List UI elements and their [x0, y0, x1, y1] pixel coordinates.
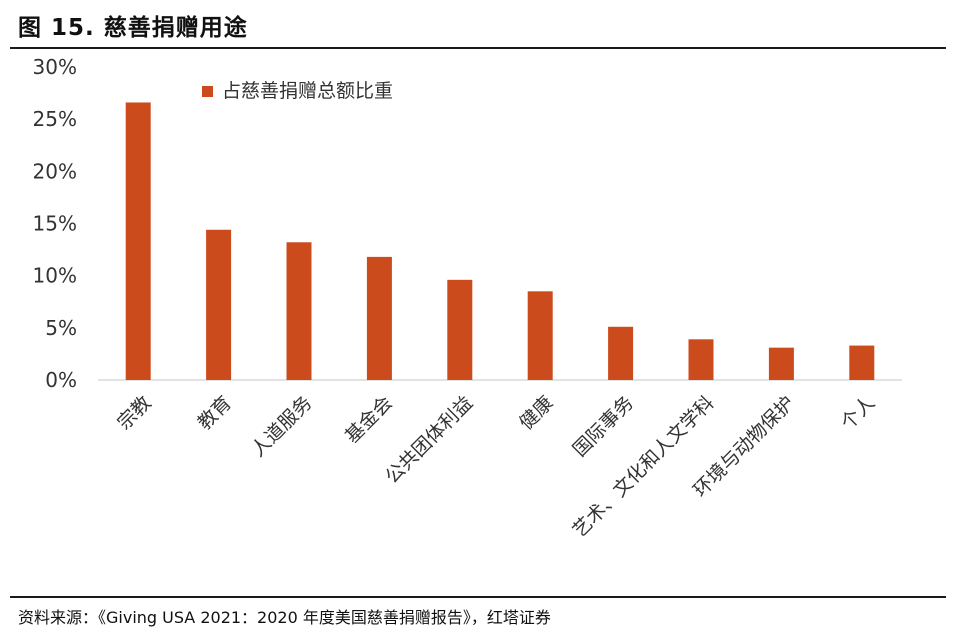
- bar: [688, 339, 714, 380]
- x-tick-label: 宗教: [113, 392, 155, 434]
- footer-divider: [10, 596, 946, 598]
- bar: [206, 229, 232, 380]
- bar: [608, 326, 634, 380]
- y-tick-label: 0%: [45, 368, 77, 392]
- figure-title: 图 15. 慈善捐赠用途: [18, 15, 248, 41]
- legend-swatch: [202, 86, 213, 97]
- bar: [768, 347, 794, 380]
- x-tick-label: 教育: [194, 392, 236, 434]
- y-axis: 0% 5% 10% 15% 20% 25% 30%: [33, 55, 77, 392]
- y-tick-label: 15%: [33, 212, 77, 236]
- legend: 占慈善捐赠总额比重: [202, 80, 393, 102]
- title-divider: [10, 47, 946, 49]
- x-tick-label: 国际事务: [569, 392, 638, 461]
- bar: [366, 256, 392, 380]
- x-tick-label: 基金会: [341, 392, 397, 448]
- x-tick-label: 艺术、文化和人文学科: [569, 392, 719, 542]
- bar: [125, 102, 151, 381]
- bar-series: [125, 102, 875, 381]
- y-tick-label: 10%: [33, 264, 77, 288]
- legend-label: 占慈善捐赠总额比重: [222, 80, 393, 102]
- source-note: 资料来源：《Giving USA 2021：2020 年度美国慈善捐赠报告》，红…: [18, 608, 551, 627]
- y-tick-label: 20%: [33, 159, 77, 183]
- y-tick-label: 25%: [33, 107, 77, 131]
- bar: [286, 242, 312, 380]
- y-tick-label: 30%: [33, 55, 77, 79]
- y-tick-label: 5%: [45, 316, 77, 340]
- x-tick-label: 个人: [837, 392, 879, 434]
- bar: [447, 279, 473, 380]
- bar: [527, 291, 553, 380]
- x-tick-label: 人道服务: [247, 392, 316, 461]
- bar: [849, 345, 875, 380]
- x-tick-label: 健康: [515, 392, 557, 434]
